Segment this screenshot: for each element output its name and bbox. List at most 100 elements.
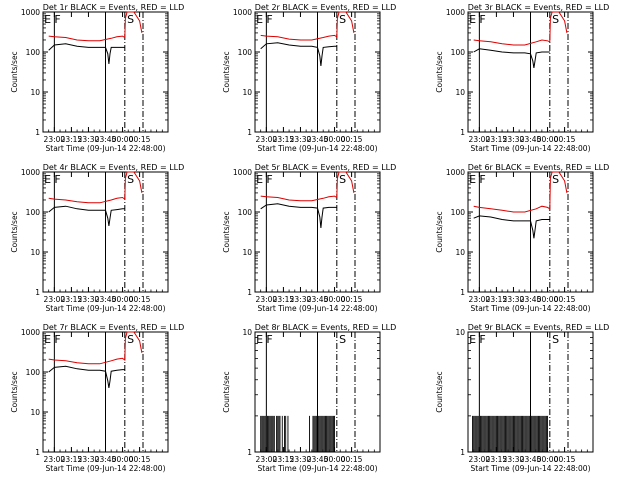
lld-line (473, 11, 568, 46)
x-tick-label: 00:00 (112, 135, 134, 144)
y-axis-title: Counts/sec (435, 211, 444, 252)
x-tick-label: 23:45 (307, 295, 329, 304)
y-tick-label: 1000 (21, 328, 40, 337)
x-tick-label: 23:30 (290, 295, 312, 304)
marker-e: E (469, 173, 476, 186)
panel-6: Det 6r BLACK = Events, RED = LLD 1 10 100 10… (435, 163, 609, 313)
y-tick-label: 1000 (21, 168, 40, 177)
x-tick-label: 23:00 (44, 455, 66, 464)
x-tick-label: 23:45 (307, 455, 329, 464)
x-tick-label: 00:15 (341, 455, 363, 464)
x-tick-label: 23:30 (78, 455, 100, 464)
x-tick-label: 00:00 (537, 295, 559, 304)
x-tick-label: 00:00 (324, 135, 346, 144)
panel-2: Det 2r BLACK = Events, RED = LLD 1 10 100 10… (222, 3, 396, 153)
x-axis-title: Start Time (09-Jun-14 22:48:00) (258, 144, 378, 153)
x-axis-title: Start Time (09-Jun-14 22:48:00) (471, 144, 591, 153)
events-line (473, 48, 550, 68)
marker-e: E (469, 13, 476, 26)
y-tick-label: 100 (26, 48, 41, 57)
y-tick-label: 10 (30, 248, 40, 257)
x-tick-label: 23:45 (95, 135, 117, 144)
y-tick-label: 100 (451, 48, 466, 57)
marker-s: S (339, 13, 346, 26)
y-tick-label: 1 (35, 288, 40, 297)
y-tick-label: 1000 (233, 8, 252, 17)
y-tick-label: 100 (26, 368, 41, 377)
panel-title: Det 7r BLACK = Events, RED = LLD (43, 323, 185, 332)
y-tick-label: 10 (455, 88, 465, 97)
x-axis-title: Start Time (09-Jun-14 22:48:00) (258, 464, 378, 473)
marker-s: S (339, 333, 346, 346)
marker-s: S (552, 13, 559, 26)
panel-3: Det 3r BLACK = Events, RED = LLD 1 10 100 10… (435, 3, 609, 153)
x-tick-label: 23:15 (273, 135, 295, 144)
x-tick-label: 23:45 (95, 295, 117, 304)
y-axis-title: Counts/sec (435, 51, 444, 92)
y-tick-label: 1 (247, 448, 252, 457)
y-tick-label: 1 (460, 448, 465, 457)
x-tick-label: 23:30 (503, 455, 525, 464)
y-tick-label: 10 (455, 328, 465, 337)
x-axis-title: Start Time (09-Jun-14 22:48:00) (258, 304, 378, 313)
panel-7: Det 7r BLACK = Events, RED = LLD 1 10 100 10… (10, 323, 184, 473)
x-axis-title: Start Time (09-Jun-14 22:48:00) (46, 144, 166, 153)
x-tick-label: 23:30 (78, 295, 100, 304)
marker-f: F (266, 173, 272, 186)
x-tick-label: 23:00 (256, 295, 278, 304)
y-axis-title: Counts/sec (10, 211, 19, 252)
y-tick-label: 1000 (233, 168, 252, 177)
x-tick-label: 23:00 (469, 455, 491, 464)
x-axis-title: Start Time (09-Jun-14 22:48:00) (471, 304, 591, 313)
marker-f: F (266, 333, 272, 346)
x-axis-title: Start Time (09-Jun-14 22:48:00) (471, 464, 591, 473)
marker-f: F (479, 13, 485, 26)
y-tick-label: 100 (451, 208, 466, 217)
y-tick-label: 10 (30, 88, 40, 97)
marker-s: S (552, 333, 559, 346)
marker-e: E (44, 333, 51, 346)
marker-s: S (552, 173, 559, 186)
y-axis-title: Counts/sec (222, 211, 231, 252)
y-tick-label: 10 (30, 408, 40, 417)
y-tick-label: 10 (242, 88, 252, 97)
marker-e: E (44, 173, 51, 186)
panel-9: Det 9r BLACK = Events, RED = LLD 1 10 23:00… (435, 323, 609, 473)
y-tick-label: 10 (455, 248, 465, 257)
y-tick-label: 1 (247, 288, 252, 297)
marker-e: E (44, 13, 51, 26)
x-tick-label: 23:00 (469, 295, 491, 304)
x-tick-label: 23:00 (469, 135, 491, 144)
panel-title: Det 3r BLACK = Events, RED = LLD (468, 3, 610, 12)
x-tick-label: 23:45 (520, 295, 542, 304)
y-tick-label: 1 (460, 128, 465, 137)
panel-title: Det 2r BLACK = Events, RED = LLD (255, 3, 397, 12)
events-line (48, 365, 125, 388)
x-tick-label: 23:15 (273, 295, 295, 304)
y-tick-label: 1000 (21, 8, 40, 17)
lld-line (473, 171, 568, 213)
y-axis-title: Counts/sec (222, 51, 231, 92)
x-tick-label: 00:15 (554, 295, 576, 304)
x-tick-label: 23:15 (273, 455, 295, 464)
x-tick-label: 23:00 (44, 295, 66, 304)
x-tick-label: 00:00 (537, 455, 559, 464)
y-tick-label: 100 (238, 48, 253, 57)
x-axis-title: Start Time (09-Jun-14 22:48:00) (46, 464, 166, 473)
events-line (48, 205, 125, 226)
x-tick-label: 00:15 (341, 295, 363, 304)
panel-title: Det 8r BLACK = Events, RED = LLD (255, 323, 397, 332)
x-tick-label: 23:45 (520, 455, 542, 464)
panel-4: Det 4r BLACK = Events, RED = LLD 1 10 100 10… (10, 163, 184, 313)
marker-e: E (469, 333, 476, 346)
x-tick-label: 23:30 (290, 455, 312, 464)
y-tick-label: 10 (242, 248, 252, 257)
panel-8: Det 8r BLACK = Events, RED = LLD 1 10 23:00… (222, 323, 396, 473)
x-tick-label: 23:15 (61, 295, 83, 304)
marker-f: F (479, 173, 485, 186)
lld-line (260, 171, 355, 202)
x-tick-label: 23:30 (290, 135, 312, 144)
panel-title: Det 4r BLACK = Events, RED = LLD (43, 163, 185, 172)
x-tick-label: 00:00 (537, 135, 559, 144)
